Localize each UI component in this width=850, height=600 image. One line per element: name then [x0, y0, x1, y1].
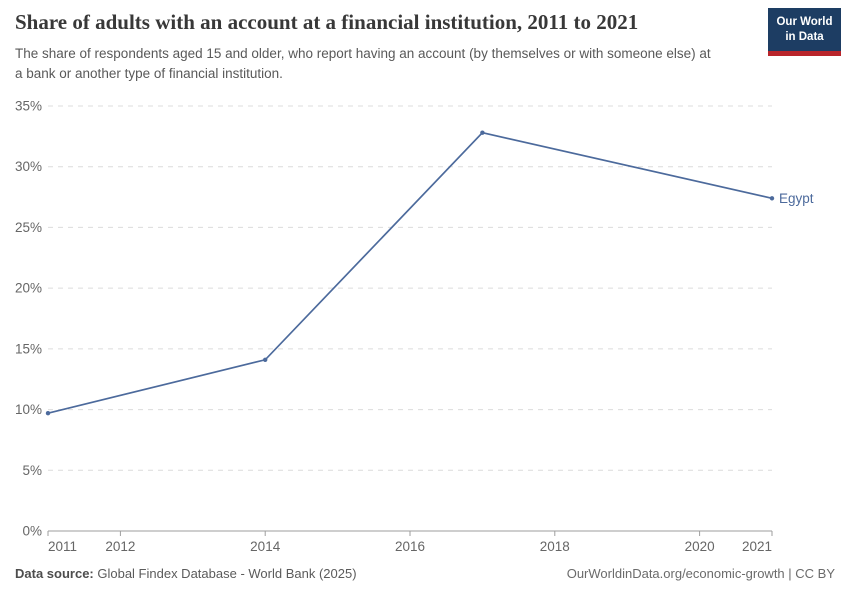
x-axis-tick-label: 2014 [250, 539, 281, 554]
data-source-note: Data source: Global Findex Database - Wo… [15, 566, 357, 581]
y-axis-tick-label: 30% [15, 159, 42, 174]
y-axis-tick-label: 15% [15, 341, 42, 356]
x-axis-tick-label: 2016 [395, 539, 425, 554]
data-source-label: Data source: [15, 566, 94, 581]
y-axis-tick-label: 0% [22, 524, 42, 539]
page-subtitle: The share of respondents aged 15 and old… [15, 46, 711, 81]
series-line-egypt[interactable] [47, 131, 773, 415]
data-point [480, 130, 485, 135]
y-axis-tick-label: 35% [15, 99, 42, 114]
page-title: Share of adults with an account at a fin… [15, 10, 639, 34]
credit-link[interactable]: OurWorldinData.org/economic-growth | CC … [566, 566, 835, 581]
y-axis-tick-label: 5% [22, 463, 42, 478]
chart-footer: Data source: Global Findex Database - Wo… [15, 566, 835, 581]
data-point [769, 196, 775, 201]
owid-logo-line1: Our World [776, 16, 833, 28]
x-axis-tick-label: 2020 [685, 539, 715, 554]
y-axis-tick-label: 25% [15, 220, 42, 235]
y-axis-tick-label: 10% [15, 402, 42, 417]
data-point [263, 357, 268, 362]
data-source-text: Global Findex Database - World Bank (202… [93, 566, 357, 581]
x-axis-tick-label: 2011 [48, 539, 77, 554]
x-axis-tick-label: 2021 [742, 539, 772, 554]
x-axis-tick-label: 2018 [540, 539, 570, 554]
entity-label[interactable]: Egypt [779, 191, 814, 206]
y-axis-tick-label: 20% [15, 281, 42, 296]
x-axis-tick-label: 2012 [105, 539, 135, 554]
owid-logo: Our World in Data [768, 8, 841, 56]
chart-header: Share of adults with an account at a fin… [15, 10, 750, 83]
owid-logo-line2: in Data [785, 30, 824, 43]
data-point [45, 411, 51, 416]
